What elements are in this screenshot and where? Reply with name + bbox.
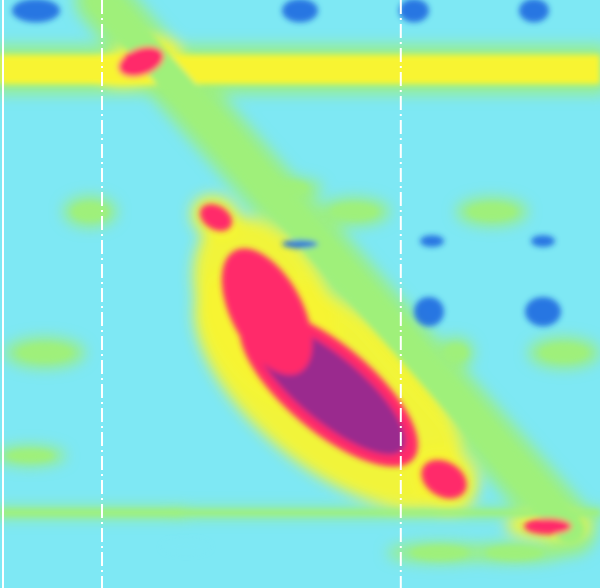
heatmap-blob-14: [414, 296, 444, 327]
heatmap-blob-23: [468, 203, 516, 220]
heatmap-blob-25: [6, 449, 54, 462]
heatmap-blob-15: [525, 296, 561, 327]
heatmap-blob-8: [424, 463, 464, 495]
heatmap-blob-28: [485, 545, 545, 560]
heatmap-blob-5: [230, 257, 304, 367]
heatmap-blob-16: [420, 235, 444, 247]
heatmap-blob-26: [162, 539, 210, 555]
heatmap-blob-27: [410, 545, 470, 560]
heatmap-core-layer: [0, 0, 600, 560]
heatmap-blob-22: [540, 343, 588, 362]
heatmap-blob-12: [399, 0, 429, 23]
heatmap-blob-24: [330, 203, 378, 220]
heatmap-blob-9: [530, 519, 566, 534]
heatmap-blob-21: [444, 343, 468, 362]
heatmap-band-0: [0, 54, 600, 85]
heatmap-blob-29: [273, 180, 309, 196]
heatmap-blob-13: [519, 0, 549, 23]
heatmap-blob-17: [531, 235, 555, 247]
heatmap-blob-19: [18, 343, 72, 362]
heatmap-blob-11: [282, 0, 318, 23]
heatmap-band-1: [0, 509, 180, 517]
heatmap-blob-18: [282, 239, 318, 249]
heatmap-diagonal-3: [87, 0, 585, 544]
heatmap-blob-6: [123, 48, 159, 75]
heatmap-blob-10: [12, 0, 60, 23]
vertical-marker-layer: [2, 0, 402, 588]
heatmap-blob-7: [202, 206, 230, 229]
heatmap-band-2: [180, 509, 600, 516]
heatmap-blob-20: [72, 202, 108, 221]
